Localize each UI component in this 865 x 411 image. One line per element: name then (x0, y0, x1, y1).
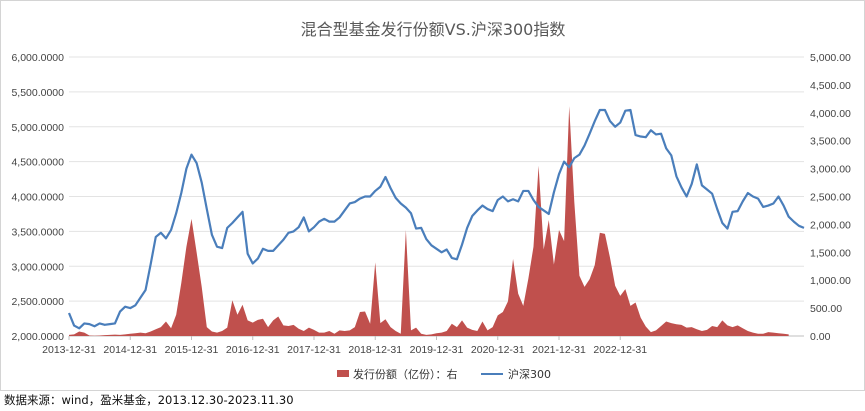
right-axis-tick-label: 1,000.00 (810, 275, 851, 287)
right-axis-tick-label: 3,000.00 (810, 164, 851, 176)
right-axis-tick-label: 4,500.00 (810, 80, 851, 92)
right-axis-tick-label: 2,000.00 (810, 219, 851, 231)
left-axis-tick-label: 6,000.0000 (11, 52, 64, 64)
chart-canvas: 2013-12-31 2014-12-31 2015-12-31 2016-12-31… (11, 20, 851, 381)
x-axis-tick-label: 2019-12-31 (410, 344, 464, 356)
x-axis-tick-label: 2016-12-31 (226, 344, 280, 356)
right-axis-tick-label: 4,000.00 (810, 108, 851, 120)
legend-swatch-issuance (337, 370, 349, 377)
x-axis: 2013-12-31 2014-12-31 2015-12-31 2016-12-31… (42, 336, 647, 356)
left-axis-tick-label: 4,000.0000 (11, 192, 64, 204)
x-axis-tick-label: 2018-12-31 (348, 344, 402, 356)
x-axis-tick-label: 2020-12-31 (471, 344, 525, 356)
issuance-area (69, 106, 789, 336)
left-axis-tick-label: 5,500.0000 (11, 87, 64, 99)
legend-label-csi300: 沪深300 (508, 367, 551, 381)
source-note: 数据来源：wind，盈米基金，2013.12.30-2023.11.30 (4, 393, 294, 407)
right-axis-tick-label: 3,500.00 (810, 136, 851, 148)
csi300-line (67, 108, 805, 330)
right-axis-tick-label: 2,500.00 (810, 192, 851, 204)
x-axis-tick-label: 2022-12-31 (593, 344, 647, 356)
right-axis-tick-label: 1,500.00 (810, 247, 851, 259)
chart-title: 混合型基金发行份额VS.沪深300指数 (301, 20, 566, 39)
left-axis-tick-label: 5,000.0000 (11, 122, 64, 134)
right-axis-tick-label: 500.00 (810, 303, 842, 315)
right-axis-tick-label: 0.00 (810, 331, 831, 343)
left-axis-tick-label: 3,000.0000 (11, 261, 64, 273)
x-axis-tick-label: 2021-12-31 (532, 344, 586, 356)
left-axis-tick-label: 2,500.0000 (11, 296, 64, 308)
issuance-area-series (69, 106, 789, 336)
x-axis-tick-label: 2014-12-31 (103, 344, 157, 356)
left-axis-tick-label: 4,500.0000 (11, 157, 64, 169)
chart-frame: 2013-12-31 2014-12-31 2015-12-31 2016-12-31… (0, 0, 865, 391)
left-axis-tick-label: 2,000.0000 (11, 331, 64, 343)
csi300-line-series (67, 108, 805, 330)
x-axis-tick-label: 2015-12-31 (165, 344, 219, 356)
right-axis-ticks: 0.00 500.00 1,000.00 1,500.00 2,000.00 2,500.… (810, 52, 851, 343)
legend: 发行份额（亿份）：右 沪深300 (337, 367, 551, 381)
x-axis-tick-label: 2013-12-31 (42, 344, 96, 356)
gridlines (69, 56, 804, 337)
left-axis-ticks: 2,000.0000 2,500.0000 3,000.0000 3,500.0000… (11, 52, 64, 343)
x-axis-tick-label: 2017-12-31 (287, 344, 341, 356)
left-axis-tick-label: 3,500.0000 (11, 226, 64, 238)
right-axis-tick-label: 5,000.00 (810, 52, 851, 64)
legend-label-issuance: 发行份额（亿份）：右 (353, 367, 458, 381)
